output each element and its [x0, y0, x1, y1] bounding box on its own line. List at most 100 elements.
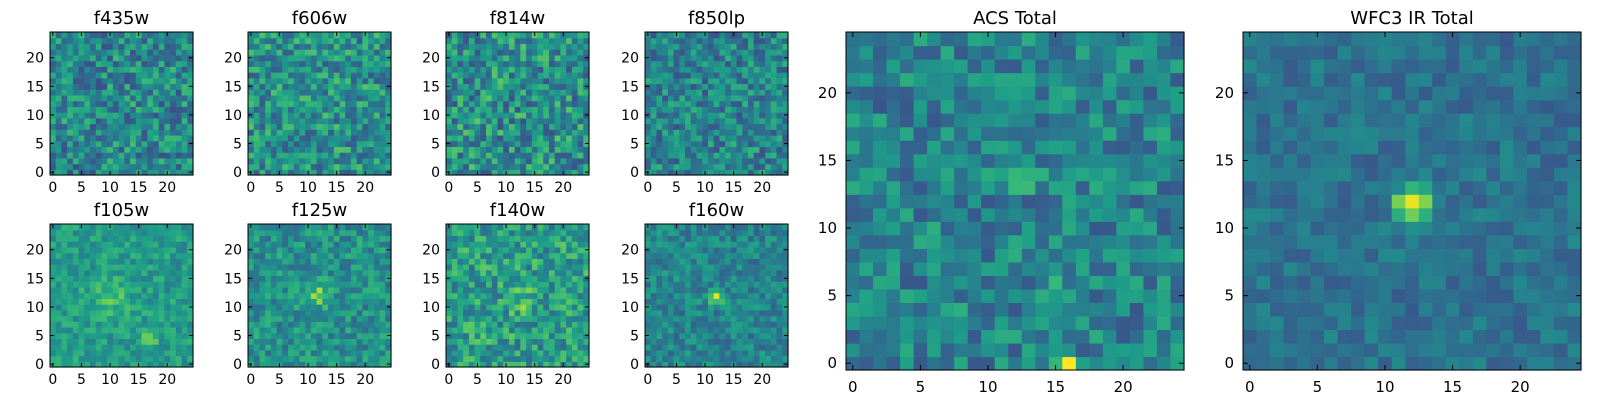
heatmap-cell	[164, 157, 171, 165]
heatmap-cell	[719, 66, 726, 73]
heatmap-cell	[548, 66, 556, 73]
heatmap-cell	[373, 140, 381, 147]
heatmap-cell	[468, 281, 476, 288]
heatmap-cell	[175, 224, 183, 231]
heatmap-cell	[147, 89, 154, 96]
heatmap-cell	[474, 112, 481, 119]
heatmap-cell	[753, 152, 760, 159]
heatmap-cell	[175, 264, 183, 271]
heatmap-cell	[491, 117, 499, 125]
heatmap-cell	[782, 72, 789, 79]
heatmap-cell	[690, 37, 698, 45]
heatmap-cell	[662, 94, 669, 102]
heatmap-cell	[78, 89, 85, 96]
heatmap-cell	[765, 112, 772, 119]
heatmap-cell	[187, 37, 194, 45]
heatmap-cell	[463, 43, 470, 50]
heatmap-cell	[164, 344, 171, 351]
heatmap-cell	[548, 94, 556, 102]
heatmap-cell	[316, 163, 323, 170]
heatmap-cell	[707, 54, 715, 62]
heatmap-cell	[503, 94, 510, 102]
heatmap-cell	[566, 326, 573, 334]
heatmap-cell	[259, 304, 266, 311]
heatmap-cell	[702, 355, 709, 362]
heatmap-cell	[673, 60, 680, 67]
heatmap-cell	[554, 146, 561, 153]
heatmap-cell	[702, 349, 709, 357]
heatmap-cell	[520, 100, 527, 107]
heatmap-cell	[531, 275, 539, 282]
heatmap-cell	[742, 163, 749, 170]
heatmap-cell	[130, 163, 137, 170]
heatmap-cell	[107, 146, 114, 153]
heatmap-cell	[288, 37, 295, 45]
heatmap-cell	[316, 134, 323, 142]
heatmap-cell	[101, 264, 108, 271]
heatmap-cell	[328, 54, 335, 62]
heatmap-cell	[736, 123, 743, 130]
heatmap-cell	[508, 117, 516, 125]
heatmap-cell	[679, 332, 686, 339]
heatmap-cell	[288, 281, 295, 288]
heatmap-cell	[486, 252, 493, 259]
heatmap-cell	[514, 123, 521, 130]
heatmap-cell	[170, 258, 177, 265]
heatmap-cell	[362, 355, 369, 362]
heatmap-cell	[725, 66, 732, 73]
heatmap-cell	[316, 117, 323, 125]
heatmap-cell	[181, 49, 188, 56]
heatmap-cell	[164, 326, 171, 334]
heatmap-cell	[685, 43, 692, 50]
heatmap-cell	[322, 321, 329, 328]
heatmap-cell	[90, 163, 97, 170]
heatmap-cell	[328, 361, 335, 368]
heatmap-cell	[299, 43, 306, 50]
heatmap-cell	[583, 241, 590, 248]
heatmap-cell	[520, 83, 527, 90]
heatmap-cell	[305, 152, 312, 159]
y-tick-label: 10	[224, 300, 242, 316]
heatmap-cell	[685, 100, 692, 107]
heatmap-cell	[782, 344, 789, 351]
heatmap-cell	[526, 123, 533, 130]
heatmap-cell	[84, 169, 91, 176]
heatmap-cell	[736, 37, 743, 45]
heatmap-cell	[526, 338, 533, 345]
heatmap-cell	[95, 275, 103, 282]
heatmap-cell	[520, 66, 527, 73]
heatmap-cell	[770, 100, 778, 107]
heatmap-cell	[345, 298, 352, 305]
heatmap-cell	[67, 355, 74, 362]
heatmap-cell	[548, 344, 556, 351]
heatmap-cell	[480, 32, 487, 39]
heatmap-cell	[560, 252, 567, 259]
heatmap-cell	[463, 32, 470, 39]
heatmap-cell	[181, 361, 188, 368]
heatmap-cell	[679, 83, 686, 90]
heatmap-cell	[310, 123, 318, 130]
heatmap-cell	[373, 32, 381, 39]
heatmap-cell	[175, 304, 183, 311]
heatmap-cell	[656, 326, 663, 334]
heatmap-cell	[385, 157, 392, 165]
heatmap-cell	[571, 309, 579, 317]
heatmap-cell	[293, 286, 301, 294]
heatmap-cell	[747, 54, 755, 62]
heatmap-cell	[776, 332, 783, 339]
heatmap-cell	[474, 157, 481, 165]
heatmap-cell	[158, 349, 165, 357]
heatmap-cell	[742, 292, 749, 299]
heatmap-cell	[333, 60, 341, 67]
heatmap-cell	[474, 49, 481, 56]
heatmap-cell	[736, 157, 743, 165]
heatmap-cell	[468, 140, 476, 147]
heatmap-cell	[713, 152, 720, 159]
heatmap-cell	[463, 349, 470, 357]
heatmap-cell	[299, 304, 306, 311]
heatmap-cell	[350, 298, 358, 305]
heatmap-cell	[164, 163, 171, 170]
heatmap-cell	[725, 163, 732, 170]
heatmap-cell	[282, 309, 289, 317]
